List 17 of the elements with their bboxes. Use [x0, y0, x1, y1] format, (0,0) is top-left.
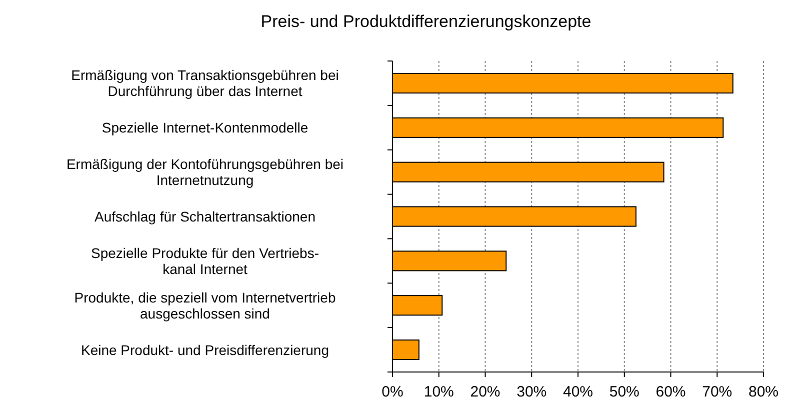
x-tick-label: 80% — [748, 384, 779, 400]
y-tick-label: Ermäßigung der Kontoführungsgebühren bei Internetnutzung — [66, 156, 344, 188]
x-tick-label: 20% — [470, 384, 500, 400]
y-tick-label: Aufschlag für Schaltertransaktionen — [94, 208, 316, 224]
chart-title: Preis- und Produktdifferenzierungskonzepte — [260, 12, 592, 31]
y-tick-label: Keine Produkt- und Preisdifferenzierung — [80, 342, 330, 358]
y-tick-label: Produkte, die speziell vom Internetvertrieb ausgeschlossen sind — [74, 289, 336, 322]
x-tick-label: 70% — [702, 384, 732, 400]
x-tick-label: 60% — [656, 384, 686, 400]
x-tick-label: 40% — [562, 384, 594, 400]
y-tick-label: Spezielle Produkte für den Vertriebs- kanal Internet — [90, 244, 320, 277]
y-tick-label: Ermäßigung von Transaktionsgebühren bei Durchführung über das Internet — [71, 67, 339, 100]
x-tick-label: 30% — [516, 384, 547, 400]
x-tick-label: 50% — [609, 384, 640, 400]
x-tick-label: 0% — [382, 384, 404, 400]
x-tick-label: 10% — [424, 384, 454, 400]
y-tick-label: Spezielle Internet-Kontenmodelle — [102, 120, 308, 136]
